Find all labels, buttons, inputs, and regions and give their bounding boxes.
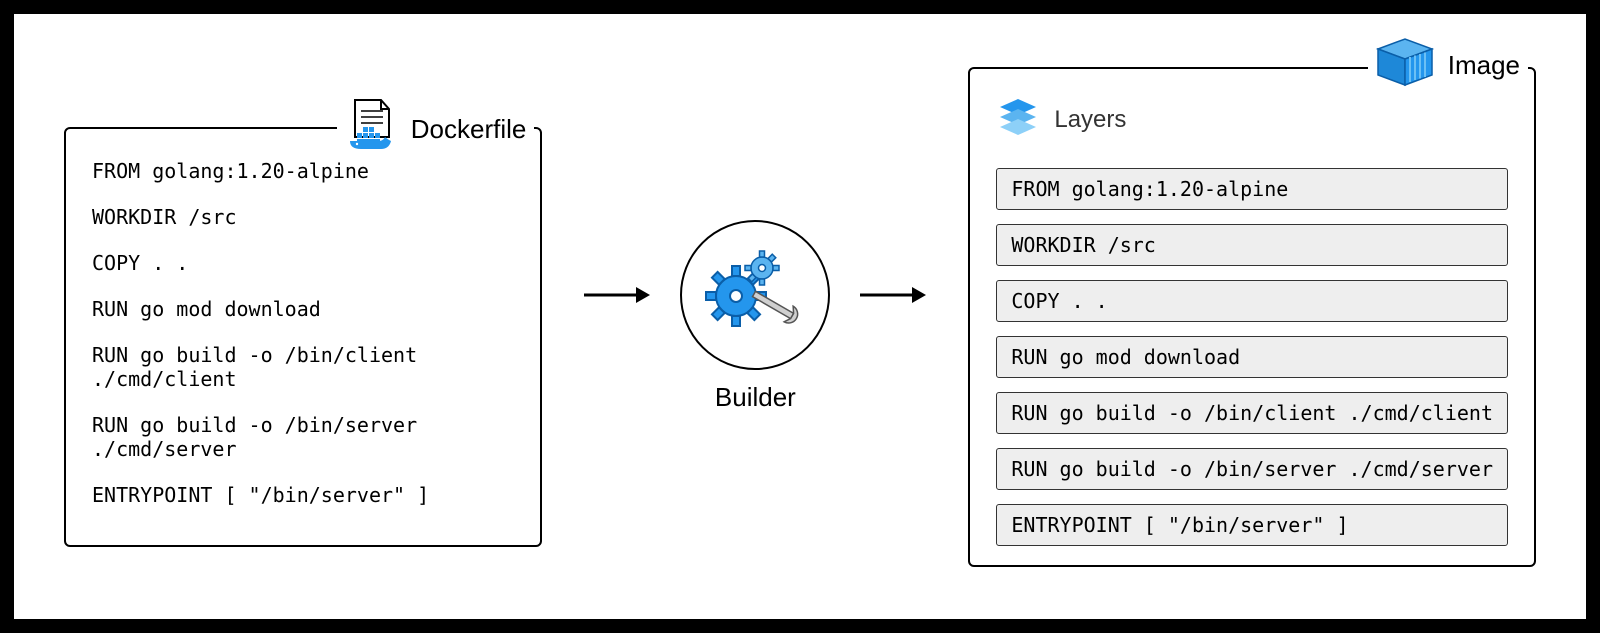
arrow-right-icon	[858, 283, 928, 307]
dockerfile-line: RUN go build -o /bin/client ./cmd/client	[92, 343, 514, 391]
gears-icon	[700, 238, 810, 353]
container-icon	[1372, 37, 1438, 94]
dockerfile-title-label: Dockerfile	[411, 114, 527, 145]
image-panel: Image Layers FROM golang:1.20-alpineWORK…	[968, 67, 1536, 567]
layers-label: Layers	[1054, 106, 1126, 134]
image-layer: COPY . .	[996, 280, 1508, 322]
image-layer: ENTRYPOINT [ "/bin/server" ]	[996, 504, 1508, 546]
image-title-label: Image	[1448, 50, 1520, 81]
dockerfile-line: COPY . .	[92, 251, 514, 275]
builder-label: Builder	[715, 382, 796, 413]
image-layer: FROM golang:1.20-alpine	[996, 168, 1508, 210]
image-layer: WORKDIR /src	[996, 224, 1508, 266]
image-layer: RUN go mod download	[996, 336, 1508, 378]
layers-header: Layers	[996, 95, 1508, 146]
image-title-wrap: Image	[1368, 37, 1528, 94]
image-layer: RUN go build -o /bin/server ./cmd/server	[996, 448, 1508, 490]
image-layer-list: FROM golang:1.20-alpine WORKDIR /src COPY …	[996, 168, 1508, 546]
arrow-left-icon	[582, 283, 652, 307]
dockerfile-code-lines: FROM golang:1.20-alpine WORKDIR /src COPY …	[92, 159, 514, 507]
docker-file-icon	[341, 97, 401, 162]
image-layer: RUN go build -o /bin/client ./cmd/client	[996, 392, 1508, 434]
builder-column: Builder	[582, 220, 928, 413]
builder-row	[582, 220, 928, 370]
dockerfile-panel: Dockerfile FROM golang:1.20-alpineWORKDI…	[64, 127, 542, 547]
dockerfile-line: WORKDIR /src	[92, 205, 514, 229]
dockerfile-line: FROM golang:1.20-alpine	[92, 159, 514, 183]
dockerfile-title-wrap: Dockerfile	[337, 97, 535, 162]
dockerfile-line: ENTRYPOINT [ "/bin/server" ]	[92, 483, 514, 507]
builder-circle	[680, 220, 830, 370]
dockerfile-line: RUN go build -o /bin/server ./cmd/server	[92, 413, 514, 461]
layers-icon	[996, 95, 1040, 146]
dockerfile-line: RUN go mod download	[92, 297, 514, 321]
diagram-frame: Dockerfile FROM golang:1.20-alpine WORKDI…	[0, 0, 1600, 633]
